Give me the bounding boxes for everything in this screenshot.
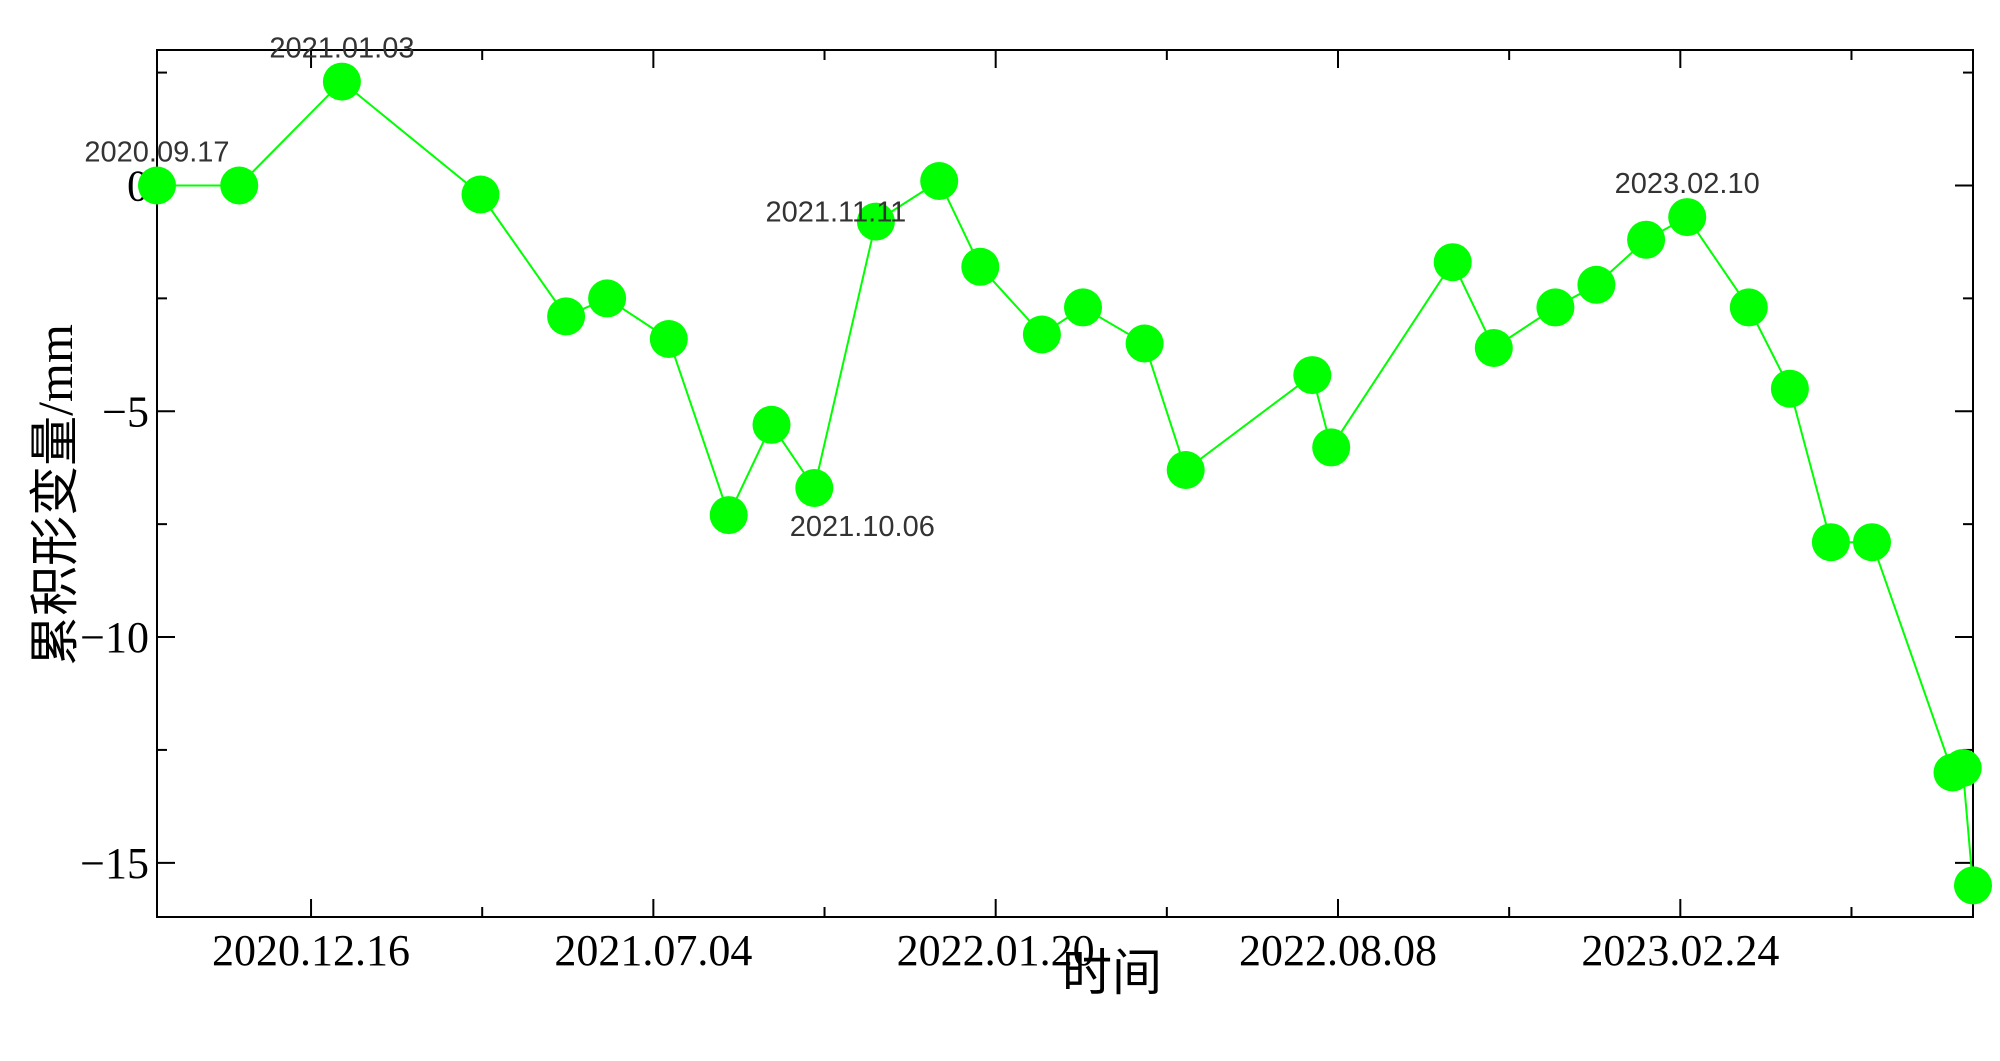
x-tick-label: 2023.02.24 bbox=[1581, 926, 1779, 975]
point-annotation: 2020.09.17 bbox=[84, 137, 229, 169]
data-point bbox=[1729, 288, 1768, 327]
data-point bbox=[1954, 866, 1992, 905]
data-point bbox=[1627, 220, 1666, 259]
annotation-layer: 2020.09.17 2021.01.03 2021.11.11 2021.10.06… bbox=[84, 33, 1759, 543]
point-annotation: 2021.11.11 bbox=[765, 197, 906, 229]
series-layer bbox=[138, 62, 1992, 905]
data-point bbox=[649, 320, 688, 358]
data-point bbox=[1853, 523, 1891, 562]
data-point bbox=[138, 166, 176, 205]
x-tick-label: 2021.07.04 bbox=[554, 926, 752, 975]
x-tick-label: 2022.08.08 bbox=[1239, 926, 1437, 975]
data-point bbox=[220, 166, 259, 205]
y-axis-title: 累积形变量/mm bbox=[27, 324, 83, 666]
point-annotation: 2021.01.03 bbox=[269, 33, 414, 65]
data-point bbox=[588, 279, 627, 318]
data-point bbox=[547, 297, 586, 336]
y-tick-label: −5 bbox=[102, 387, 149, 436]
y-tick-label: −10 bbox=[80, 613, 149, 662]
data-point bbox=[1022, 315, 1061, 354]
data-point bbox=[461, 175, 500, 214]
data-point bbox=[795, 469, 834, 507]
y-tick-label: −15 bbox=[80, 839, 149, 888]
point-annotation: 2021.10.06 bbox=[790, 511, 935, 543]
x-tick-label: 2022.01.20 bbox=[897, 926, 1095, 975]
data-point bbox=[1293, 356, 1332, 395]
data-point bbox=[1668, 198, 1707, 237]
data-point bbox=[856, 202, 895, 241]
data-point bbox=[1943, 749, 1982, 787]
data-point bbox=[1312, 428, 1351, 467]
data-point bbox=[1577, 265, 1616, 304]
data-point bbox=[1433, 243, 1472, 282]
x-tick-label: 2020.12.16 bbox=[212, 926, 410, 975]
data-point bbox=[709, 496, 748, 535]
data-point bbox=[322, 62, 361, 101]
data-point bbox=[1064, 288, 1102, 327]
data-point bbox=[752, 405, 791, 444]
data-point bbox=[961, 247, 1000, 286]
plot-frame bbox=[156, 49, 1974, 918]
data-point bbox=[1125, 324, 1164, 363]
point-annotation: 2023.02.10 bbox=[1615, 168, 1760, 200]
data-point bbox=[1770, 369, 1809, 408]
data-point bbox=[1474, 329, 1513, 367]
data-point bbox=[1811, 523, 1850, 562]
series-line bbox=[157, 80, 1974, 886]
data-point bbox=[1166, 451, 1205, 489]
data-point bbox=[1536, 288, 1575, 327]
x-axis-title: 时间 bbox=[1062, 945, 1162, 1001]
data-point bbox=[920, 162, 959, 200]
